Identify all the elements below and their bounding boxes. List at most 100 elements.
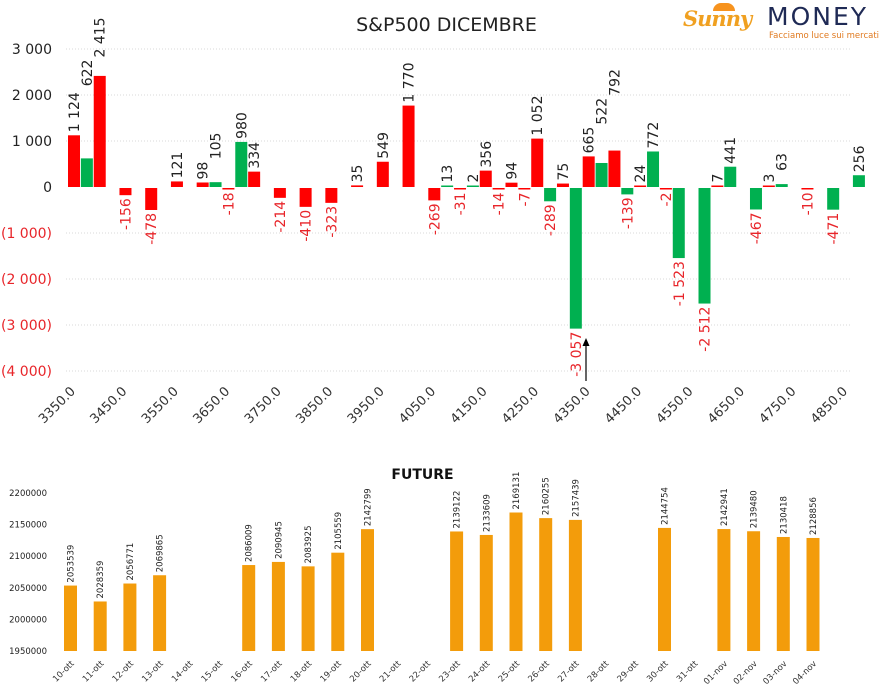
data-label: 2133609	[482, 494, 492, 532]
data-label: -18	[221, 193, 237, 216]
future-bar	[479, 534, 493, 651]
bar-red	[248, 171, 261, 187]
bar-red	[222, 188, 235, 190]
data-label: -323	[324, 206, 340, 238]
logo-tagline: Facciamo luce sui mercati	[769, 31, 880, 41]
bar-red	[351, 185, 364, 187]
x-tick-label: 25-ott	[497, 659, 523, 685]
sunny-money-logo: Sunny MONEY Facciamo luce sui mercati	[683, 2, 891, 44]
x-tick-label: 14-ott	[170, 659, 196, 685]
x-tick-label: 4250.0	[499, 384, 542, 427]
bar-green	[80, 158, 93, 187]
bar-red	[145, 188, 158, 210]
data-label: 2139480	[750, 490, 760, 528]
bar-green	[209, 182, 222, 187]
data-label: -289	[543, 204, 559, 236]
bar-red	[801, 188, 814, 190]
bar-red	[492, 188, 505, 190]
x-tick-label: 26-ott	[526, 659, 552, 685]
bar-red	[68, 135, 80, 187]
x-tick-label: 13-ott	[140, 659, 166, 685]
data-label: 35	[350, 165, 366, 183]
x-tick-label: 19-ott	[319, 659, 345, 685]
y-tick-label: 2 000	[12, 88, 52, 104]
data-label: 441	[723, 137, 739, 164]
data-label: 792	[607, 69, 623, 96]
data-label: 1 052	[530, 96, 546, 136]
future-bar	[509, 512, 523, 651]
bar-red	[762, 185, 775, 187]
future-bar	[153, 575, 167, 651]
data-label: 2069865	[156, 534, 166, 572]
bar-green	[544, 188, 557, 202]
data-label: -471	[826, 213, 842, 245]
data-label: 2142941	[720, 488, 730, 526]
data-label: -410	[299, 210, 315, 242]
x-tick-label: 21-ott	[378, 659, 404, 685]
x-tick-label: 17-ott	[259, 659, 285, 685]
future-bar	[539, 518, 553, 651]
data-label: 980	[234, 112, 250, 139]
bar-green	[672, 188, 685, 259]
future-bar	[717, 529, 731, 651]
x-tick-label: 27-ott	[556, 659, 582, 685]
data-label: 622	[80, 60, 96, 87]
future-bar	[331, 552, 345, 651]
bar-green	[569, 188, 582, 329]
data-label: 2139122	[453, 491, 463, 529]
data-label: 2142799	[364, 488, 374, 526]
bar-green	[595, 162, 608, 187]
bar-red	[556, 183, 569, 187]
data-label: -3 057	[569, 332, 585, 377]
data-label: 1 770	[402, 62, 418, 102]
data-label: -269	[427, 203, 443, 235]
data-label: 2028359	[96, 561, 106, 599]
data-label: 2086009	[245, 524, 255, 562]
future-bar	[64, 585, 77, 651]
options-bar-chart: 3 000 2 000 1 000 0 (1 000) (2 000) (3 000) (4 …	[1, 17, 868, 427]
future-bar	[301, 566, 315, 651]
y-tick-label: 2100000	[9, 552, 47, 562]
bar-red	[196, 182, 209, 187]
data-label: 549	[376, 132, 392, 159]
future-bar	[747, 531, 761, 651]
data-label: 98	[196, 162, 212, 180]
x-tick-label: 30-ott	[645, 659, 671, 685]
future-bar	[271, 561, 285, 651]
data-label: 105	[209, 133, 225, 160]
data-label: -2 512	[698, 307, 714, 352]
y-tick-label: 1950000	[9, 647, 47, 657]
y-tick-label: (3 000)	[1, 318, 52, 334]
bar-green	[749, 188, 762, 210]
data-label: 2056771	[126, 543, 136, 581]
data-label: -7	[517, 193, 533, 207]
future-chart-title: FUTURE	[391, 467, 454, 483]
x-tick-label: 02-nov	[732, 659, 760, 687]
bar-green	[827, 188, 840, 210]
bar-green	[698, 188, 711, 304]
data-label: 2128856	[809, 497, 819, 535]
data-label: 3	[762, 174, 778, 183]
x-tick-label: 20-ott	[348, 659, 374, 685]
x-tick-label: 24-ott	[467, 659, 493, 685]
data-label: -31	[453, 193, 469, 216]
bar-red	[479, 170, 492, 187]
data-label: 121	[170, 152, 186, 179]
bar-green	[441, 185, 454, 187]
x-tick-label: 3450.0	[88, 384, 131, 427]
x-tick-label: 4050.0	[396, 384, 439, 427]
x-tick-label: 12-ott	[111, 659, 137, 685]
bar-red	[711, 185, 724, 187]
x-tick-label: 3750.0	[242, 384, 285, 427]
bar-green	[852, 175, 865, 187]
future-bar	[658, 527, 671, 651]
bar-red	[518, 188, 531, 190]
data-label: 2	[466, 174, 482, 183]
x-tick-label: 31-ott	[675, 659, 701, 685]
data-label: 2053539	[67, 545, 77, 583]
x-tick-label: 18-ott	[289, 659, 315, 685]
data-label: 2105559	[334, 512, 344, 550]
x-tick-label: 3950.0	[345, 384, 388, 427]
y-tick-label: 2200000	[9, 489, 47, 499]
data-label: -214	[273, 201, 289, 233]
